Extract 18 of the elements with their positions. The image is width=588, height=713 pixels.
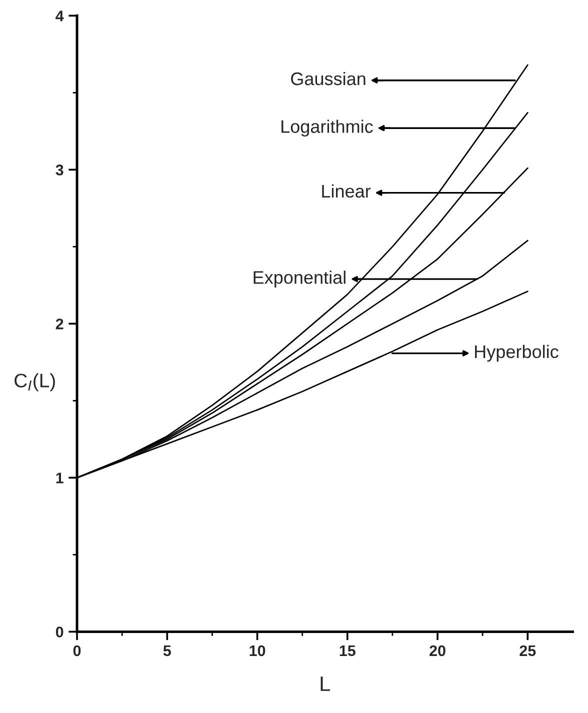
x-tick-label: 20: [430, 645, 446, 656]
y-tick-label: 4: [56, 10, 64, 22]
y-tick-label: 2: [56, 318, 64, 330]
y-axis-title: C$_{I}$(L): [14, 373, 55, 392]
x-tick-label: 15: [340, 645, 356, 656]
x-tick-label: 25: [520, 645, 536, 656]
y-tick-label: 0: [56, 626, 64, 638]
annotation: Hyperbolic: [475, 344, 558, 362]
x-tick-label: 5: [163, 645, 171, 656]
y-tick-label: 3: [56, 164, 64, 176]
x-axis-title: L: [320, 676, 330, 691]
annotation: Gaussian: [291, 72, 366, 86]
annotation: Exponential: [254, 270, 346, 288]
annotation: Logarithmic: [282, 120, 373, 137]
x-tick-label: 0: [73, 645, 81, 656]
x-tick-label: 10: [250, 645, 266, 656]
y-tick-label: 1: [56, 472, 64, 484]
annotation: Linear: [322, 184, 371, 198]
